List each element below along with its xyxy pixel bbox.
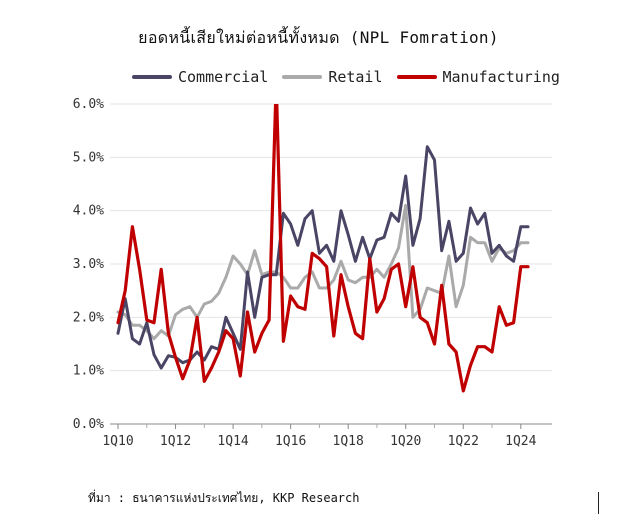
source-note: ที่มา : ธนาคารแห่งประเทศไทย, KKP Researc… xyxy=(88,491,360,505)
legend-label-commercial: Commercial xyxy=(178,68,269,86)
y-tick-label: 3.0% xyxy=(73,257,104,272)
series-line-manufacturing xyxy=(116,104,530,393)
legend-item-manufacturing: Manufacturing xyxy=(396,68,560,86)
series-line-commercial xyxy=(116,145,530,370)
x-tick-label: 1Q20 xyxy=(390,434,421,449)
x-tick-label: 1Q18 xyxy=(333,434,364,449)
legend-swatch-manufacturing xyxy=(396,75,437,79)
y-tick-label: 2.0% xyxy=(73,310,104,325)
x-tick-label: 1Q22 xyxy=(448,434,479,449)
y-tick-label: 1.0% xyxy=(73,364,104,379)
legend-item-retail: Retail xyxy=(282,68,383,86)
legend-label-retail: Retail xyxy=(328,68,383,86)
text-cursor xyxy=(598,492,599,514)
gridlines xyxy=(110,103,552,372)
x-tick-label: 1Q10 xyxy=(102,434,133,449)
legend-swatch-retail xyxy=(282,75,323,79)
legend: Commercial Retail Manufacturing xyxy=(132,68,574,86)
x-tick-label: 1Q16 xyxy=(275,434,306,449)
x-tick-label: 1Q12 xyxy=(160,434,191,449)
x-tick-label: 1Q14 xyxy=(217,434,248,449)
y-tick-label: 6.0% xyxy=(73,97,104,112)
y-tick-label: 0.0% xyxy=(73,417,104,432)
legend-label-manufacturing: Manufacturing xyxy=(442,68,560,86)
x-tick-label: 1Q24 xyxy=(505,434,536,449)
legend-item-commercial: Commercial xyxy=(132,68,268,86)
y-tick-label: 4.0% xyxy=(73,204,104,219)
chart-title: ยอดหนี้เสียใหม่ต่อหนี้ทั้งหมด (NPL Fomra… xyxy=(138,28,499,47)
legend-swatch-commercial xyxy=(132,75,172,79)
y-tick-label: 5.0% xyxy=(73,150,104,165)
axes: 0.0% 1.0% 2.0% 3.0% 4.0% 5.0% 6.0% 1Q10 1Q12 1Q14… xyxy=(73,97,552,449)
series-lines xyxy=(116,104,530,393)
series-line-retail xyxy=(116,203,530,341)
